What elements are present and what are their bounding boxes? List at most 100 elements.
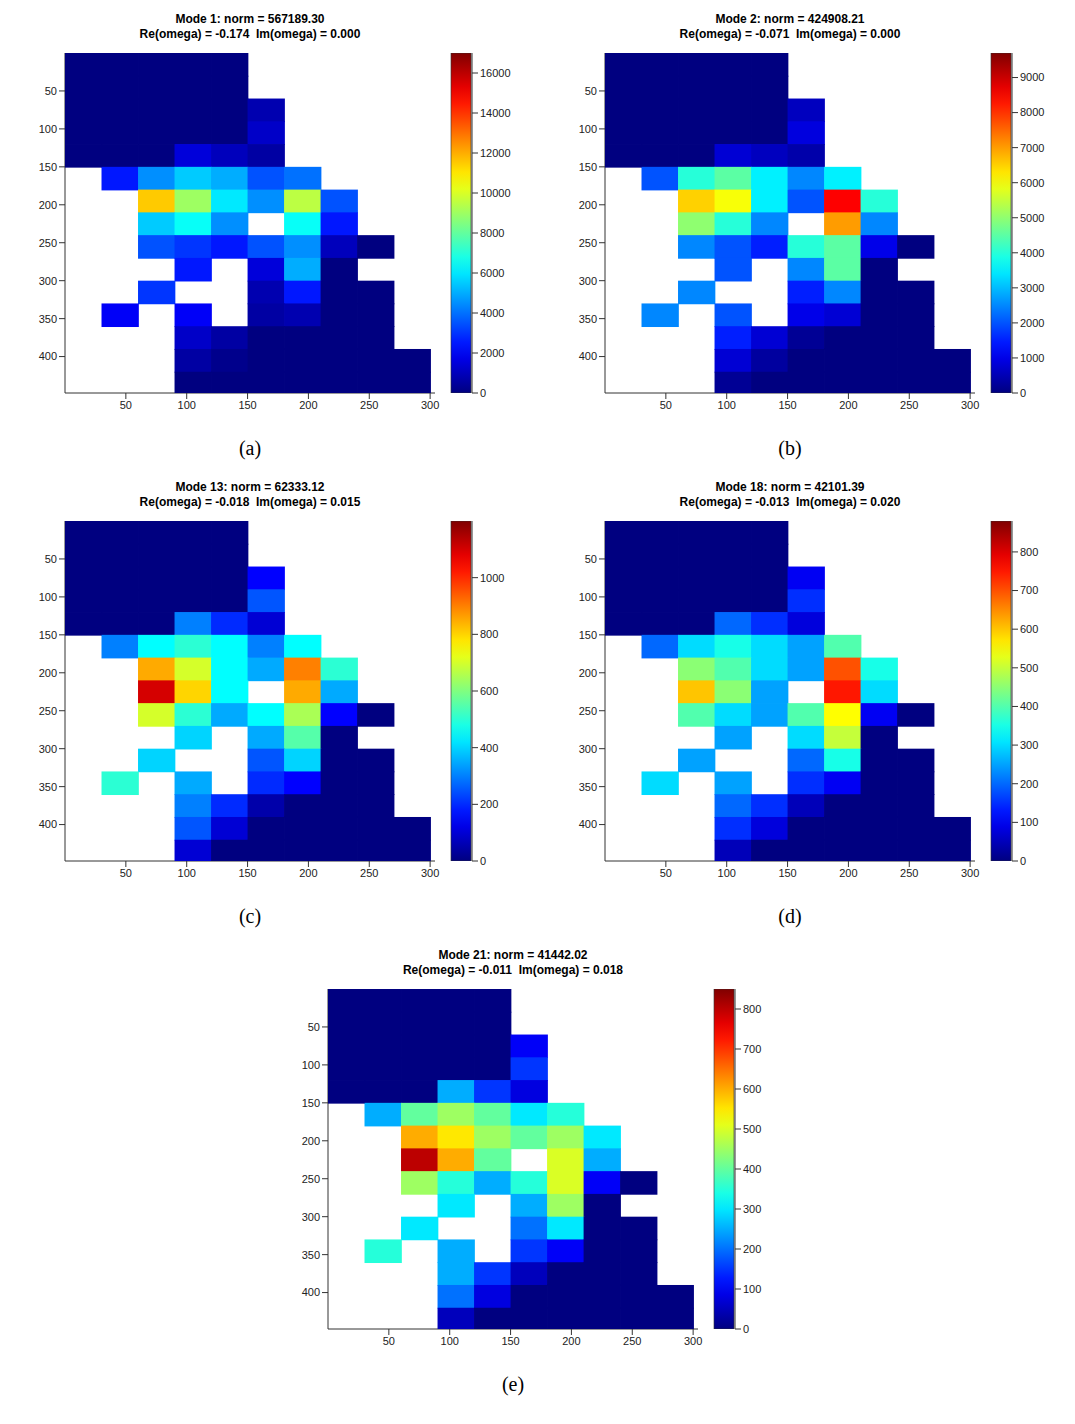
svg-text:0: 0 <box>743 1323 749 1335</box>
svg-text:2000: 2000 <box>1020 317 1044 329</box>
svg-text:150: 150 <box>238 867 256 879</box>
svg-text:250: 250 <box>900 867 918 879</box>
svg-text:0: 0 <box>480 387 486 399</box>
svg-text:100: 100 <box>718 867 736 879</box>
svg-text:2000: 2000 <box>480 347 504 359</box>
svg-text:350: 350 <box>39 313 57 325</box>
svg-text:8000: 8000 <box>480 227 504 239</box>
svg-text:400: 400 <box>302 1286 320 1298</box>
svg-text:500: 500 <box>1020 662 1038 674</box>
svg-text:250: 250 <box>579 237 597 249</box>
svg-text:0: 0 <box>1020 855 1026 867</box>
svg-text:250: 250 <box>39 237 57 249</box>
svg-text:200: 200 <box>839 399 857 411</box>
svg-text:100: 100 <box>178 867 196 879</box>
svg-text:150: 150 <box>778 867 796 879</box>
svg-text:100: 100 <box>718 399 736 411</box>
svg-text:200: 200 <box>302 1135 320 1147</box>
svg-text:250: 250 <box>900 399 918 411</box>
svg-text:250: 250 <box>302 1173 320 1185</box>
svg-text:300: 300 <box>39 275 57 287</box>
svg-text:150: 150 <box>579 629 597 641</box>
svg-text:150: 150 <box>39 161 57 173</box>
svg-text:150: 150 <box>39 629 57 641</box>
svg-text:7000: 7000 <box>1020 142 1044 154</box>
svg-text:50: 50 <box>660 867 672 879</box>
svg-text:12000: 12000 <box>480 147 511 159</box>
svg-text:100: 100 <box>579 123 597 135</box>
svg-text:150: 150 <box>302 1097 320 1109</box>
svg-text:8000: 8000 <box>1020 106 1044 118</box>
svg-text:50: 50 <box>585 85 597 97</box>
svg-text:350: 350 <box>302 1249 320 1261</box>
svg-text:50: 50 <box>120 867 132 879</box>
svg-text:10000: 10000 <box>480 187 511 199</box>
svg-text:4000: 4000 <box>1020 247 1044 259</box>
svg-text:4000: 4000 <box>480 307 504 319</box>
svg-text:800: 800 <box>743 1003 761 1015</box>
svg-text:600: 600 <box>1020 623 1038 635</box>
svg-text:100: 100 <box>743 1283 761 1295</box>
svg-text:300: 300 <box>1020 739 1038 751</box>
svg-text:200: 200 <box>39 199 57 211</box>
svg-text:700: 700 <box>1020 584 1038 596</box>
svg-text:150: 150 <box>238 399 256 411</box>
svg-text:400: 400 <box>480 742 498 754</box>
svg-text:300: 300 <box>961 399 979 411</box>
svg-text:100: 100 <box>441 1335 459 1347</box>
svg-text:200: 200 <box>480 798 498 810</box>
svg-text:150: 150 <box>579 161 597 173</box>
svg-text:100: 100 <box>579 591 597 603</box>
svg-text:500: 500 <box>743 1123 761 1135</box>
svg-text:250: 250 <box>623 1335 641 1347</box>
svg-text:150: 150 <box>501 1335 519 1347</box>
svg-text:300: 300 <box>684 1335 702 1347</box>
svg-text:0: 0 <box>1020 387 1026 399</box>
svg-text:200: 200 <box>839 867 857 879</box>
svg-text:50: 50 <box>660 399 672 411</box>
svg-text:50: 50 <box>585 553 597 565</box>
svg-text:250: 250 <box>360 399 378 411</box>
svg-text:400: 400 <box>1020 700 1038 712</box>
svg-text:300: 300 <box>302 1211 320 1223</box>
svg-text:200: 200 <box>299 399 317 411</box>
svg-text:250: 250 <box>579 705 597 717</box>
svg-text:9000: 9000 <box>1020 71 1044 83</box>
svg-text:50: 50 <box>45 85 57 97</box>
svg-text:700: 700 <box>743 1043 761 1055</box>
svg-text:16000: 16000 <box>480 67 511 79</box>
svg-text:300: 300 <box>579 743 597 755</box>
svg-text:350: 350 <box>579 781 597 793</box>
svg-text:400: 400 <box>39 818 57 830</box>
svg-text:400: 400 <box>743 1163 761 1175</box>
svg-text:400: 400 <box>39 350 57 362</box>
svg-text:250: 250 <box>39 705 57 717</box>
svg-text:800: 800 <box>480 628 498 640</box>
svg-text:6000: 6000 <box>480 267 504 279</box>
svg-text:100: 100 <box>178 399 196 411</box>
svg-text:200: 200 <box>579 199 597 211</box>
svg-text:200: 200 <box>39 667 57 679</box>
svg-text:150: 150 <box>778 399 796 411</box>
svg-text:600: 600 <box>480 685 498 697</box>
svg-text:300: 300 <box>39 743 57 755</box>
svg-text:250: 250 <box>360 867 378 879</box>
svg-text:100: 100 <box>39 591 57 603</box>
svg-text:50: 50 <box>308 1021 320 1033</box>
svg-text:50: 50 <box>45 553 57 565</box>
svg-text:5000: 5000 <box>1020 212 1044 224</box>
svg-text:200: 200 <box>562 1335 580 1347</box>
svg-text:350: 350 <box>39 781 57 793</box>
svg-text:1000: 1000 <box>1020 352 1044 364</box>
svg-text:3000: 3000 <box>1020 282 1044 294</box>
svg-text:6000: 6000 <box>1020 177 1044 189</box>
svg-text:100: 100 <box>302 1059 320 1071</box>
svg-text:200: 200 <box>743 1243 761 1255</box>
svg-text:0: 0 <box>480 855 486 867</box>
svg-text:800: 800 <box>1020 546 1038 558</box>
svg-text:400: 400 <box>579 818 597 830</box>
svg-text:1000: 1000 <box>480 572 504 584</box>
svg-text:300: 300 <box>421 399 439 411</box>
svg-text:600: 600 <box>743 1083 761 1095</box>
svg-text:300: 300 <box>421 867 439 879</box>
